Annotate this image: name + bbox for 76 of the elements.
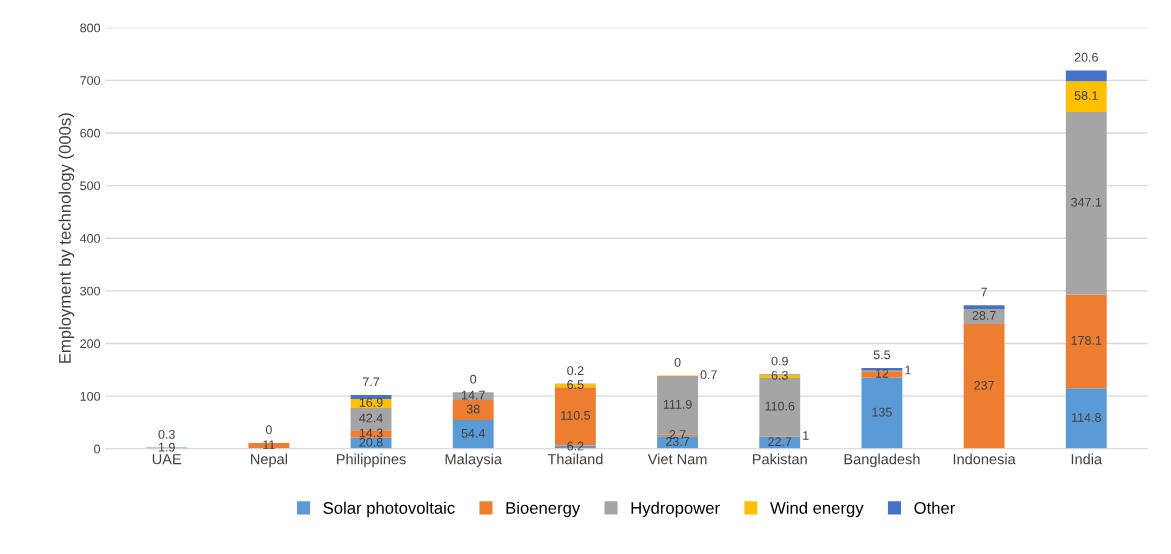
x-tick-label: Thailand [547, 453, 603, 465]
data-label: 38 [466, 404, 480, 414]
data-label: 14.7 [462, 390, 485, 400]
data-label: 111.9 [663, 399, 692, 409]
y-tick-label: 700 [80, 76, 101, 85]
x-tick-label: Pakistan [752, 453, 807, 465]
data-label: 135 [872, 407, 892, 417]
data-label: 12 [875, 369, 889, 378]
data-label: 237 [974, 380, 994, 390]
data-label: 0.7 [700, 370, 717, 380]
bar [963, 308, 1005, 325]
bar [452, 400, 494, 421]
data-label: 110.5 [561, 410, 591, 420]
y-tick-label: 200 [80, 339, 101, 349]
bar [963, 324, 1005, 449]
y-tick-label: 800 [80, 23, 101, 33]
data-label: 42.4 [359, 413, 383, 423]
data-label: 14.3 [359, 428, 383, 438]
x-tick-label: Nepal [251, 453, 287, 468]
legend-label: Other [914, 501, 956, 514]
bar [1065, 81, 1107, 112]
data-label: 20.8 [359, 437, 383, 447]
data-label: 0.9 [771, 356, 788, 366]
data-label: 0 [470, 374, 477, 384]
legend-label: Solar photovoltaic [323, 501, 455, 518]
data-label: 110.6 [765, 401, 795, 411]
legend-label: Wind energy [770, 501, 864, 518]
y-axis-title: Employment by technology (000s) [58, 113, 75, 363]
x-tick-label: Viet Nam [647, 453, 707, 465]
data-label: 1.9 [158, 442, 175, 452]
bar [452, 420, 494, 449]
y-tick-label: 0 [94, 444, 101, 454]
bar [759, 378, 801, 437]
bar [1065, 111, 1107, 295]
data-label: 0 [674, 357, 681, 367]
x-tick-label: Malaysia [445, 453, 502, 468]
bar [963, 305, 1005, 309]
bar [1065, 294, 1107, 389]
x-tick-label: Indonesia [953, 453, 1016, 465]
x-tick-label: Philippines [336, 453, 406, 468]
x-tick-label: Bangladesh [844, 453, 920, 468]
data-label: 347.1 [1071, 197, 1102, 207]
x-tick-label: India [1071, 453, 1103, 465]
data-label: 6.2 [567, 441, 584, 451]
bar [1065, 70, 1107, 82]
data-label: 0 [265, 425, 272, 435]
data-label: 0.3 [158, 429, 175, 439]
data-label: 11 [263, 440, 275, 450]
data-label: 1 [803, 431, 809, 440]
y-tick-label: 100 [80, 391, 101, 401]
y-tick-label: 500 [80, 181, 101, 191]
y-tick-label: 300 [80, 286, 101, 296]
data-label: 54.4 [461, 429, 486, 438]
data-label: 178.1 [1071, 335, 1102, 345]
data-label: 114.8 [1072, 413, 1101, 422]
bar [452, 392, 494, 401]
data-label: 1 [905, 365, 911, 375]
data-label: 23.7 [666, 437, 690, 446]
data-label: 16.9 [359, 398, 383, 407]
legend-label: Hydropower [631, 501, 720, 518]
data-label: 28.7 [972, 310, 996, 320]
data-label: 22.7 [768, 437, 792, 446]
bar [861, 377, 903, 449]
bar [861, 371, 903, 378]
data-label: 58.1 [1074, 91, 1098, 100]
data-label: 20.6 [1074, 52, 1098, 62]
data-label: 7.7 [363, 377, 380, 387]
bar [350, 395, 392, 400]
data-label: 5.5 [873, 350, 891, 360]
y-tick-label: 400 [79, 234, 101, 243]
bar [1065, 388, 1107, 449]
data-label: 7 [981, 287, 987, 297]
legend-label: Bioenergy [506, 501, 581, 518]
x-tick-label: UAE [152, 454, 182, 465]
y-tick-label: 600 [80, 128, 101, 138]
data-label: 0.2 [567, 366, 584, 376]
